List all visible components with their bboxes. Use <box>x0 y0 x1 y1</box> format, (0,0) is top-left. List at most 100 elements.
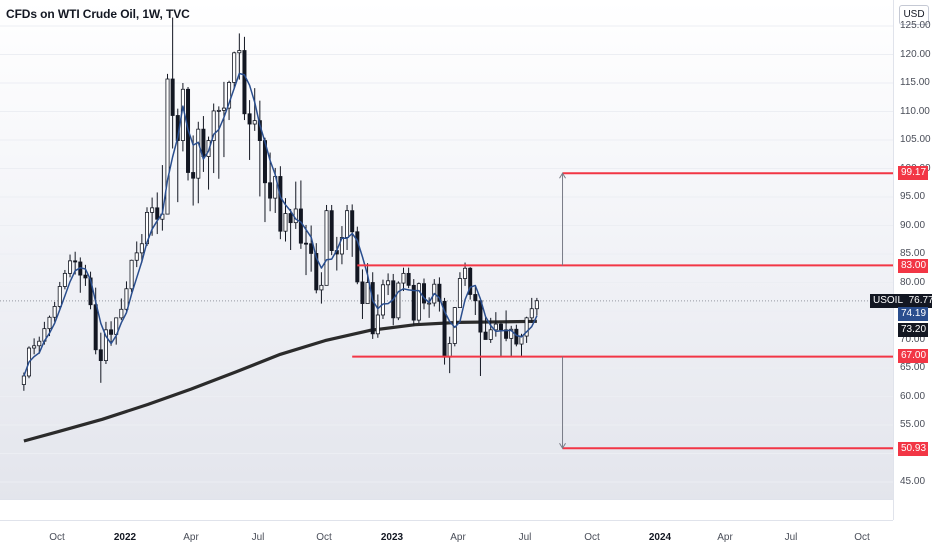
candle-up <box>221 107 226 111</box>
candle-up <box>21 375 26 385</box>
candle-up <box>488 329 493 340</box>
candle-up <box>386 280 391 286</box>
candle-down <box>298 208 303 244</box>
candle-up <box>457 278 462 308</box>
candle-up <box>68 260 73 274</box>
time-axis-tick-label: 2023 <box>380 532 404 543</box>
candle-down <box>73 260 78 263</box>
candle-up <box>227 82 232 109</box>
price-axis-tick-label: 105.00 <box>900 134 931 145</box>
candle-up <box>365 282 370 304</box>
price-axis-tick-label: 125.00 <box>900 20 931 31</box>
candle-up <box>524 317 529 337</box>
candle-up <box>150 207 155 213</box>
candle-up <box>345 210 350 238</box>
price-axis-tick-label: 65.00 <box>900 362 926 373</box>
candle-up <box>401 272 406 284</box>
target-high-price-tag: 99.17 <box>898 166 928 180</box>
candle-down <box>370 282 375 335</box>
candle-up <box>196 128 201 179</box>
candle-up <box>57 286 62 307</box>
resistance-price-tag: 83.00 <box>898 259 928 273</box>
chart-scroll-strip[interactable] <box>0 499 893 521</box>
candle-down <box>242 50 247 115</box>
candle-down <box>304 242 309 245</box>
candle-up <box>47 316 52 330</box>
candle-up <box>416 283 421 321</box>
candle-up <box>534 300 539 310</box>
candle-down <box>98 349 103 361</box>
candle-down <box>109 329 114 335</box>
projection-arrow-head <box>559 172 566 179</box>
candle-up <box>283 213 288 232</box>
candle-up <box>509 328 514 339</box>
candle-down <box>155 207 160 220</box>
candle-down <box>268 182 273 199</box>
candle-down <box>360 281 365 304</box>
slow-ma-price-tag: 73.20 <box>898 323 928 337</box>
candle-up <box>119 308 124 319</box>
candle-down <box>83 274 88 279</box>
time-axis-tick-label: Jul <box>784 532 798 543</box>
candle-up <box>324 210 329 286</box>
candle-up <box>396 282 401 319</box>
candle-down <box>201 128 206 157</box>
price-axis-tick-label: 45.00 <box>900 476 926 487</box>
target-low-price-tag: 50.93 <box>898 442 928 456</box>
candle-down <box>483 331 488 340</box>
candle-up <box>447 343 452 358</box>
symbol-label: USOIL <box>873 295 904 306</box>
time-axis-tick-label: 2022 <box>113 532 137 543</box>
candle-up <box>62 272 67 287</box>
candle-up <box>380 284 385 316</box>
candle-down <box>329 210 334 251</box>
candle-up <box>124 288 129 310</box>
time-axis-tick-label: Jul <box>251 532 265 543</box>
candle-up <box>237 50 242 54</box>
price-axis-tick-label: 85.00 <box>900 248 926 259</box>
price-axis-tick-label: 60.00 <box>900 390 926 402</box>
candle-up <box>52 306 57 318</box>
candle-up <box>319 284 324 291</box>
time-axis-tick-label: Oct <box>854 532 870 543</box>
support-price-tag: 67.00 <box>898 349 928 363</box>
candle-up <box>252 120 257 125</box>
candle-down <box>468 267 473 295</box>
candle-up <box>165 78 170 215</box>
time-axis-tick-label: Oct <box>316 532 332 543</box>
candle-up <box>375 314 380 335</box>
currency-selector[interactable]: USD <box>899 5 929 25</box>
last-price-value: 76.77 <box>908 295 932 306</box>
candle-up <box>32 345 37 349</box>
candle-down <box>406 272 411 286</box>
price-axis-tick-label: 120.00 <box>900 48 931 60</box>
candle-up <box>211 110 216 141</box>
candle-down <box>355 231 360 283</box>
candle-up <box>463 267 468 279</box>
candle-down <box>437 283 442 302</box>
fast-moving-average-line <box>23 72 538 377</box>
candle-up <box>134 252 139 261</box>
time-axis-tick-label: Oct <box>584 532 600 543</box>
candle-up <box>232 52 237 83</box>
price-axis-tick-label: 90.00 <box>900 219 926 231</box>
candle-down <box>278 176 283 232</box>
candlestick-chart[interactable] <box>0 0 893 499</box>
candle-down <box>288 213 293 224</box>
candle-down <box>314 253 319 291</box>
price-axis-tick-label: 55.00 <box>900 419 926 430</box>
candle-up <box>427 302 432 305</box>
fast-ma-price-tag: 74.19 <box>898 307 928 321</box>
candle-down <box>473 294 478 302</box>
candle-up <box>216 109 221 112</box>
time-axis-tick-label: 2024 <box>648 532 672 543</box>
candle-down <box>350 210 355 233</box>
candle-down <box>93 304 98 351</box>
price-axis-tick-label: 110.00 <box>900 105 930 117</box>
time-axis-tick-label: Apr <box>183 532 199 543</box>
candle-down <box>309 243 314 254</box>
price-axis-tick-label: 115.00 <box>900 77 930 88</box>
time-scale[interactable] <box>0 520 893 551</box>
candle-up <box>139 243 144 254</box>
candle-down <box>411 284 416 321</box>
